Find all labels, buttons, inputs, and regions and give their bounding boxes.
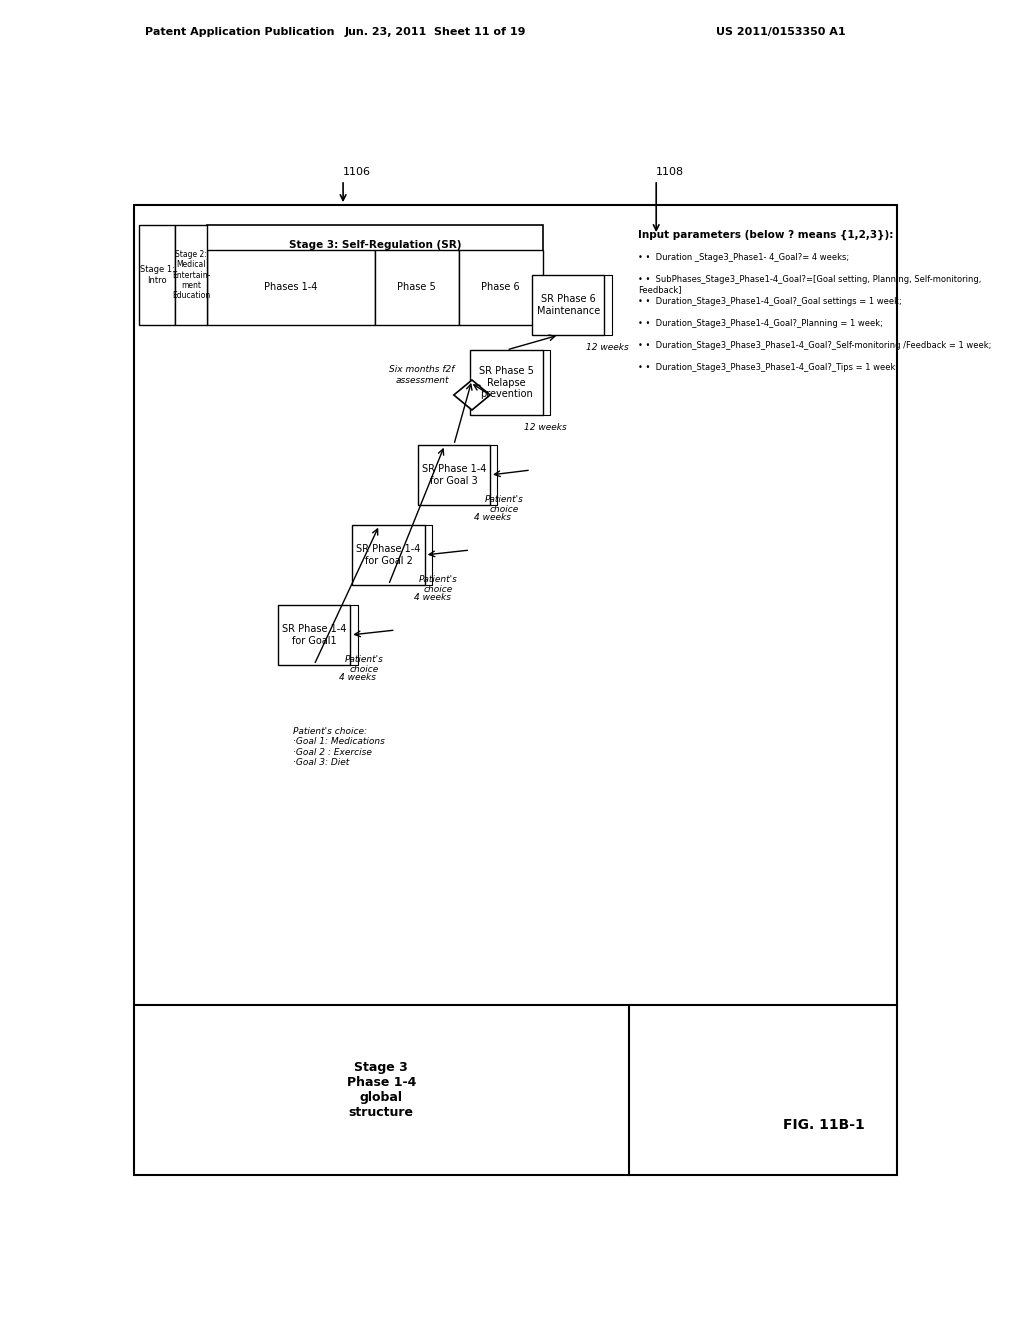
Text: Patent Application Publication: Patent Application Publication [145, 26, 335, 37]
Text: Phase 5: Phase 5 [397, 282, 436, 293]
Text: 4 weeks: 4 weeks [474, 512, 511, 521]
FancyBboxPatch shape [375, 249, 459, 325]
Text: • •  Duration_Stage3_Phase3_Phase1-4_Goal?_Self-monitoring /Feedback = 1 week;: • • Duration_Stage3_Phase3_Phase1-4_Goal… [638, 341, 991, 350]
Text: • •  Duration _Stage3_Phase1- 4_Goal?= 4 weeks;: • • Duration _Stage3_Phase1- 4_Goal?= 4 … [638, 253, 849, 261]
Polygon shape [454, 380, 490, 411]
FancyBboxPatch shape [418, 445, 490, 506]
Text: Jun. 23, 2011  Sheet 11 of 19: Jun. 23, 2011 Sheet 11 of 19 [345, 26, 526, 37]
Text: • •  Duration_Stage3_Phase1-4_Goal?_Goal settings = 1 week;: • • Duration_Stage3_Phase1-4_Goal?_Goal … [638, 297, 902, 306]
Text: Six months f2f
assessment: Six months f2f assessment [389, 366, 455, 384]
Text: Stage 3
Phase 1-4
global
structure: Stage 3 Phase 1-4 global structure [346, 1061, 416, 1119]
Text: Input parameters (below ? means {1,2,3}):: Input parameters (below ? means {1,2,3})… [638, 230, 893, 240]
FancyBboxPatch shape [207, 224, 543, 325]
Text: Patient's
choice: Patient's choice [419, 576, 458, 594]
Text: SR Phase 1-4
for Goal 2: SR Phase 1-4 for Goal 2 [356, 544, 421, 566]
Text: SR Phase 1-4
for Goal 3: SR Phase 1-4 for Goal 3 [422, 465, 486, 486]
Text: Stage 2:
Medical
Entertain-
ment
Education: Stage 2: Medical Entertain- ment Educati… [172, 249, 210, 300]
FancyBboxPatch shape [207, 249, 375, 325]
Text: SR Phase 1-4
for Goal1: SR Phase 1-4 for Goal1 [282, 624, 346, 645]
FancyBboxPatch shape [459, 249, 543, 325]
FancyBboxPatch shape [175, 224, 207, 325]
Text: • •  Duration_Stage3_Phase1-4_Goal?_Planning = 1 week;: • • Duration_Stage3_Phase1-4_Goal?_Plann… [638, 319, 883, 327]
Text: SR Phase 6
Maintenance: SR Phase 6 Maintenance [537, 294, 600, 315]
FancyBboxPatch shape [139, 224, 175, 325]
Text: • •  Duration_Stage3_Phase3_Phase1-4_Goal?_Tips = 1 week;: • • Duration_Stage3_Phase3_Phase1-4_Goal… [638, 363, 898, 372]
Text: FIG. 11B-1: FIG. 11B-1 [783, 1118, 865, 1133]
Text: Patient's
choice: Patient's choice [484, 495, 523, 515]
FancyBboxPatch shape [134, 205, 897, 1175]
Text: 4 weeks: 4 weeks [414, 593, 451, 602]
Text: Stage 1:
Intro: Stage 1: Intro [139, 265, 174, 285]
FancyBboxPatch shape [278, 605, 350, 665]
FancyBboxPatch shape [470, 350, 543, 414]
Text: 12 weeks: 12 weeks [586, 342, 629, 351]
Text: 1106: 1106 [343, 168, 371, 177]
Text: 12 weeks: 12 weeks [524, 422, 567, 432]
Text: 4 weeks: 4 weeks [339, 672, 376, 681]
Text: Stage 3: Self-Regulation (SR): Stage 3: Self-Regulation (SR) [289, 240, 461, 249]
Text: Phase 6: Phase 6 [481, 282, 520, 293]
FancyBboxPatch shape [352, 525, 425, 585]
Text: US 2011/0153350 A1: US 2011/0153350 A1 [716, 26, 846, 37]
Text: SR Phase 5
Relapse
prevention: SR Phase 5 Relapse prevention [479, 366, 534, 399]
Text: • •  SubPhases_Stage3_Phase1-4_Goal?=[Goal setting, Planning, Self-monitoring, F: • • SubPhases_Stage3_Phase1-4_Goal?=[Goa… [638, 275, 981, 294]
Text: 1108: 1108 [655, 168, 684, 177]
Text: Phases 1-4: Phases 1-4 [264, 282, 317, 293]
Text: Patient's choice:
·Goal 1: Medications
·Goal 2 : Exercise
·Goal 3: Diet: Patient's choice: ·Goal 1: Medications ·… [293, 727, 385, 767]
Text: Patient's
choice: Patient's choice [344, 655, 383, 675]
FancyBboxPatch shape [531, 275, 604, 335]
